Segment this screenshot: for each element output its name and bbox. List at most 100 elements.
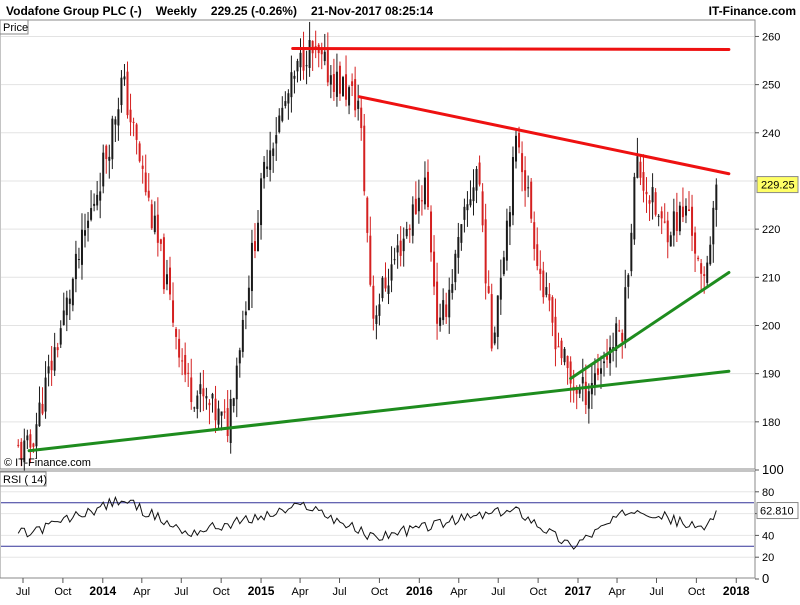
candle-body (645, 191, 648, 195)
rsi-tick-label: 80 (762, 487, 774, 499)
candle-body (375, 315, 378, 325)
candle-body (396, 245, 399, 253)
candle (387, 268, 390, 305)
candle (657, 213, 660, 227)
candle (563, 346, 566, 366)
candle (660, 206, 663, 235)
x-tick-label: Oct (54, 586, 71, 598)
candle-body (56, 347, 59, 351)
candle (38, 386, 41, 427)
candle (402, 227, 405, 267)
candle (599, 355, 602, 389)
candle-body (627, 275, 630, 287)
candle-body (499, 277, 502, 300)
candle (26, 429, 29, 449)
candle (420, 185, 423, 216)
watermark: © IT-Finance.com (4, 457, 91, 469)
candle (578, 384, 581, 399)
candle (217, 400, 220, 430)
candle-body (384, 277, 387, 289)
x-tick-label: Apr (608, 586, 625, 598)
candle (615, 316, 618, 368)
candle (354, 66, 357, 118)
candle-body (426, 171, 429, 208)
candle-body (411, 204, 414, 236)
candle-body (575, 389, 578, 394)
candle-body (241, 319, 244, 352)
candle-body (141, 165, 144, 169)
candle-body (181, 360, 184, 362)
rsi-line (17, 495, 717, 550)
candle (675, 192, 678, 243)
candle-body (144, 172, 147, 193)
candle-body (451, 283, 454, 293)
candle-body (390, 264, 393, 281)
candle-body (603, 361, 606, 364)
candle (684, 198, 687, 224)
candle-body (578, 386, 581, 394)
candle-body (23, 440, 26, 463)
candle-body (223, 411, 226, 413)
candle (44, 361, 47, 419)
candle (99, 172, 102, 219)
candle-body (624, 287, 627, 344)
rsi-axis: 020406080100 (755, 462, 784, 586)
candle (645, 177, 648, 213)
candle (487, 270, 490, 294)
candle (281, 96, 284, 123)
x-tick-label: Oct (530, 586, 547, 598)
candle-body (557, 346, 560, 348)
candle-body (466, 204, 469, 211)
candle-body (302, 49, 305, 71)
candle (521, 141, 524, 192)
candle-body (62, 310, 65, 326)
candle-body (436, 281, 439, 324)
candle (147, 173, 150, 202)
trendlines (27, 46, 731, 453)
candle-body (220, 411, 223, 416)
candle (211, 392, 214, 413)
candle-body (32, 443, 35, 447)
x-tick-label: Oct (371, 586, 388, 598)
candle (414, 181, 417, 215)
candle (694, 226, 697, 272)
candle-body (314, 46, 317, 48)
candle (360, 98, 363, 141)
candle-body (490, 294, 493, 349)
candle-body (378, 304, 381, 316)
price-candles (17, 21, 718, 479)
support-trendline (27, 369, 731, 453)
candle (326, 32, 329, 87)
candle-body (709, 244, 712, 265)
candle-body (433, 251, 436, 287)
candle (709, 236, 712, 266)
candle-body (569, 361, 572, 384)
candle-body (414, 198, 417, 214)
candle (672, 198, 675, 247)
x-tick-label: Apr (450, 586, 467, 598)
candle-body (618, 330, 621, 332)
candle (706, 255, 709, 287)
candle (381, 276, 384, 302)
candle-body (178, 338, 181, 358)
candle-body (257, 222, 260, 252)
candle-body (366, 197, 369, 233)
candle-body (511, 157, 514, 216)
candle-body (126, 71, 129, 116)
candle-body (150, 204, 153, 229)
candle-body (247, 287, 250, 311)
price-tick-label: 190 (762, 369, 780, 381)
candle (226, 390, 229, 443)
candle-body (235, 365, 238, 400)
candle-body (672, 211, 675, 236)
candle-body (542, 270, 545, 298)
candle (314, 30, 317, 59)
candle-body (545, 287, 548, 295)
candle-body (469, 199, 472, 206)
candle-body (712, 207, 715, 245)
x-tick-label: Apr (133, 586, 150, 598)
candle (681, 187, 684, 223)
candle-body (281, 107, 284, 121)
candle (150, 199, 153, 230)
candle-body (284, 101, 287, 106)
